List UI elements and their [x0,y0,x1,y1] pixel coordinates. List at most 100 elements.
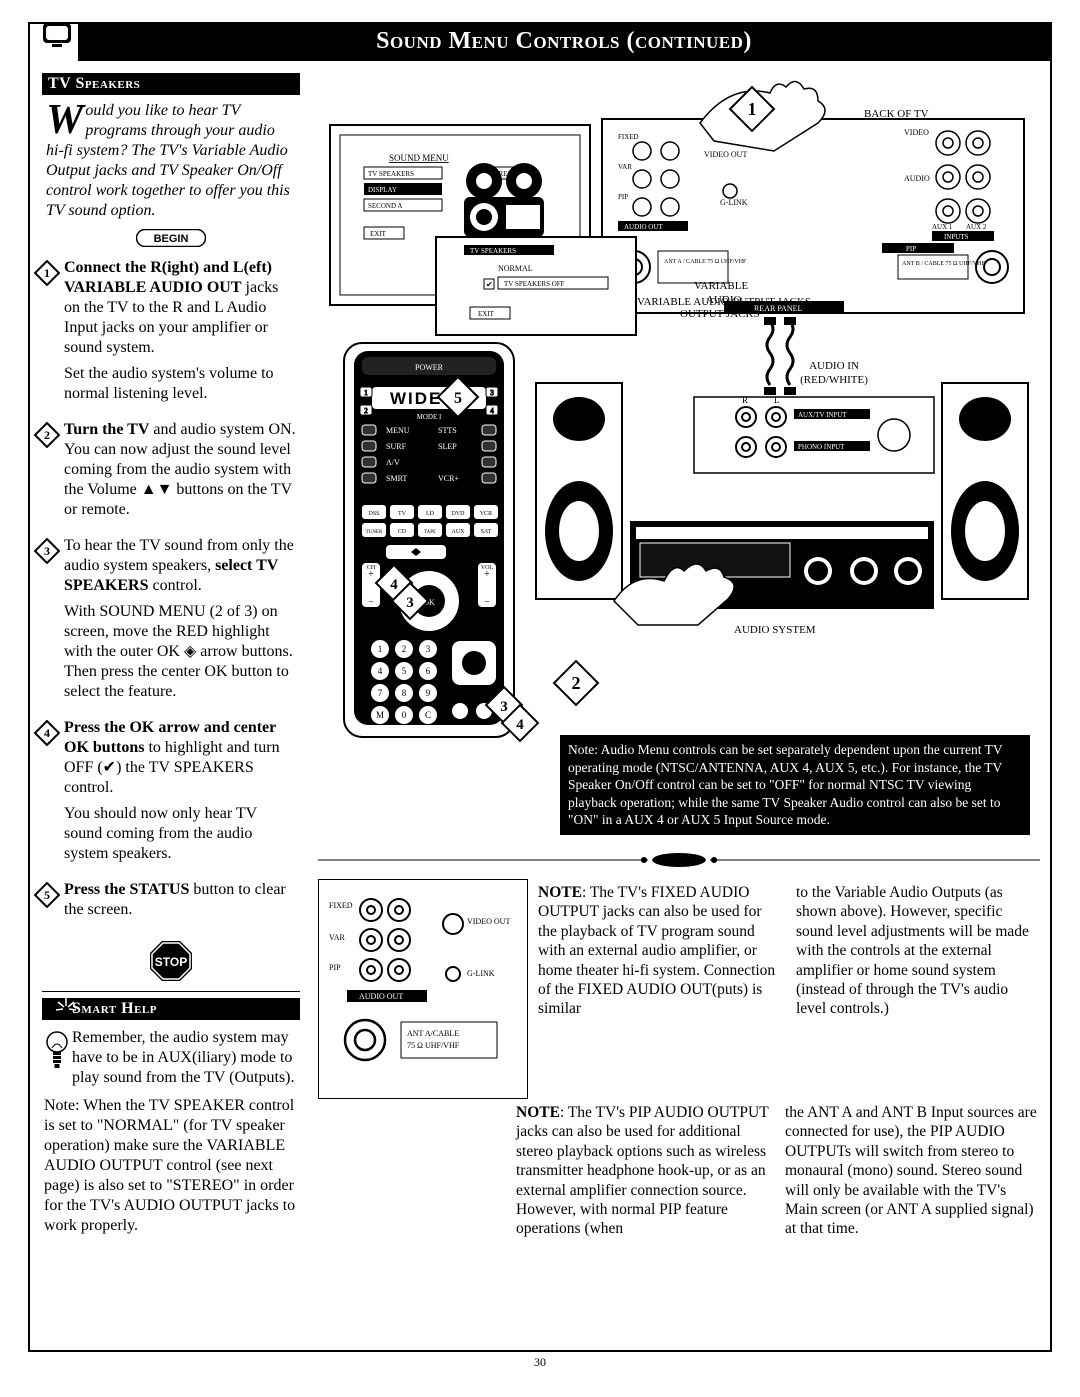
svg-text:+: + [484,569,490,580]
svg-text:SOUND MENU: SOUND MENU [389,153,449,163]
svg-text:AUDIO OUT: AUDIO OUT [624,223,663,231]
step-5: 5 Press the STATUS button to clear the s… [42,880,298,936]
svg-text:MENU: MENU [386,426,410,435]
left-column: TV Speakers Would you like to hear TV pr… [30,67,310,1353]
svg-text:AUDIO OUT: AUDIO OUT [359,992,403,1001]
smart-help-p2: Note: When the TV SPEAKER control is set… [44,1096,296,1236]
svg-text:TV: TV [398,511,407,517]
svg-text:4: 4 [378,666,383,676]
smart-help-section: Smart Help Remember, the audio system ma… [42,998,300,1236]
svg-text:TV SPEAKERS OFF: TV SPEAKERS OFF [504,280,565,288]
svg-text:OUTPUT JACKS: OUTPUT JACKS [680,308,760,320]
svg-text:+: + [368,569,374,580]
svg-text:LD: LD [426,511,435,517]
rays-icon [54,996,78,1020]
svg-text:VCR: VCR [480,511,492,517]
svg-text:VAR: VAR [329,933,346,942]
begin-badge: BEGIN [42,229,300,252]
svg-text:DVD: DVD [452,511,466,517]
svg-text:VIDEO: VIDEO [904,128,929,137]
diamond-3-icon: 3 [34,538,60,564]
svg-text:PHONO INPUT: PHONO INPUT [798,443,845,451]
svg-text:DISPLAY: DISPLAY [368,186,397,194]
svg-text:2: 2 [44,428,50,442]
dropcap: W [46,101,85,137]
svg-text:DSS: DSS [368,511,379,517]
right-column: BACK OF TV FIXED [310,67,1050,1353]
svg-text:75 Ω UHF/VHF: 75 Ω UHF/VHF [407,1041,460,1050]
bulb-icon [46,1030,68,1070]
svg-text:AUDIO: AUDIO [706,294,741,306]
svg-text:−: − [368,597,374,608]
svg-text:TV SPEAKERS: TV SPEAKERS [368,170,414,178]
svg-text:1: 1 [378,644,383,654]
smart-help-header: Smart Help [42,998,300,1020]
svg-text:VIDEO OUT: VIDEO OUT [704,150,747,159]
svg-text:−: − [484,597,490,608]
svg-text:8: 8 [402,688,407,698]
section-header-tv-speakers: TV Speakers [42,73,300,95]
svg-text:AUDIO SYSTEM: AUDIO SYSTEM [734,624,816,636]
note-black: Note: Audio Menu controls can be set sep… [560,735,1030,835]
svg-text:3: 3 [500,699,508,715]
svg-text:G-LINK: G-LINK [467,969,495,978]
intro-text: Would you like to hear TV programs throu… [42,95,300,225]
svg-text:BEGIN: BEGIN [154,233,189,245]
svg-text:4: 4 [490,407,494,415]
svg-text:FIXED: FIXED [329,901,353,910]
svg-text:STOP: STOP [155,955,187,969]
svg-text:3: 3 [44,544,50,558]
step-3: 3 To hear the TV sound from only the aud… [42,536,298,718]
svg-text:3: 3 [406,595,414,611]
step-1: 1 Connect the R(ight) and L(eft) VARIABL… [42,258,298,420]
main-illustration: BACK OF TV FIXED [318,71,1040,841]
svg-text:VCR+: VCR+ [438,474,459,483]
svg-text:SURF: SURF [386,442,407,451]
svg-text:BACK OF TV: BACK OF TV [864,108,929,120]
svg-text:ANT B / CABLE 75 Ω UHF/VHF: ANT B / CABLE 75 Ω UHF/VHF [902,261,985,267]
svg-text:ANT A/CABLE: ANT A/CABLE [407,1029,459,1038]
svg-text:SAT: SAT [481,529,492,535]
svg-text:TUNER: TUNER [366,530,383,535]
svg-text:(RED/WHITE): (RED/WHITE) [800,374,868,386]
diamond-4-icon: 4 [34,720,60,746]
svg-text:6: 6 [426,666,431,676]
svg-text:FIXED: FIXED [618,133,639,141]
svg-text:AUX/TV INPUT: AUX/TV INPUT [798,411,847,419]
svg-text:SECOND A: SECOND A [368,202,402,210]
mini-back-panel: FIXED VAR PIP VIDEO OUT G-LINK AUDIO OUT… [318,879,528,1099]
svg-text:9: 9 [426,688,431,698]
step-4: 4 Press the OK arrow and center OK butto… [42,718,298,880]
diamond-1-icon: 1 [34,260,60,286]
svg-text:2: 2 [402,644,407,654]
svg-text:MODE I: MODE I [417,413,442,421]
svg-text:5: 5 [402,666,407,676]
svg-text:0: 0 [402,710,407,720]
svg-text:1: 1 [364,389,368,397]
svg-text:3: 3 [426,644,431,654]
svg-text:AUX: AUX [452,529,466,535]
svg-text:✔: ✔ [486,280,493,289]
svg-text:C: C [425,710,431,720]
svg-text:PIP: PIP [618,193,628,201]
svg-text:1: 1 [748,99,757,119]
svg-text:A/V: A/V [386,458,400,467]
svg-text:POWER: POWER [415,363,444,372]
stop-badge: STOP [42,940,300,987]
separator [42,991,300,992]
svg-text:5: 5 [454,390,462,407]
svg-text:VAR: VAR [618,163,632,171]
page-title: Sound Menu Controls (continued) [78,24,1050,61]
svg-text:TAPE: TAPE [424,530,436,535]
svg-text:AUDIO IN: AUDIO IN [809,360,859,372]
svg-text:SMRT: SMRT [386,474,407,483]
svg-text:ANT A / CABLE 75 Ω UHF/VHF: ANT A / CABLE 75 Ω UHF/VHF [664,259,747,265]
svg-text:4: 4 [390,577,398,593]
svg-text:TV SPEAKERS: TV SPEAKERS [470,247,516,255]
svg-text:CD: CD [398,529,407,535]
lower-row-1: FIXED VAR PIP VIDEO OUT G-LINK AUDIO OUT… [318,879,1040,1099]
svg-text:5: 5 [44,888,50,902]
svg-text:NORMAL: NORMAL [498,264,533,273]
svg-text:PIP: PIP [906,245,916,253]
svg-text:VIDEO OUT: VIDEO OUT [467,917,510,926]
